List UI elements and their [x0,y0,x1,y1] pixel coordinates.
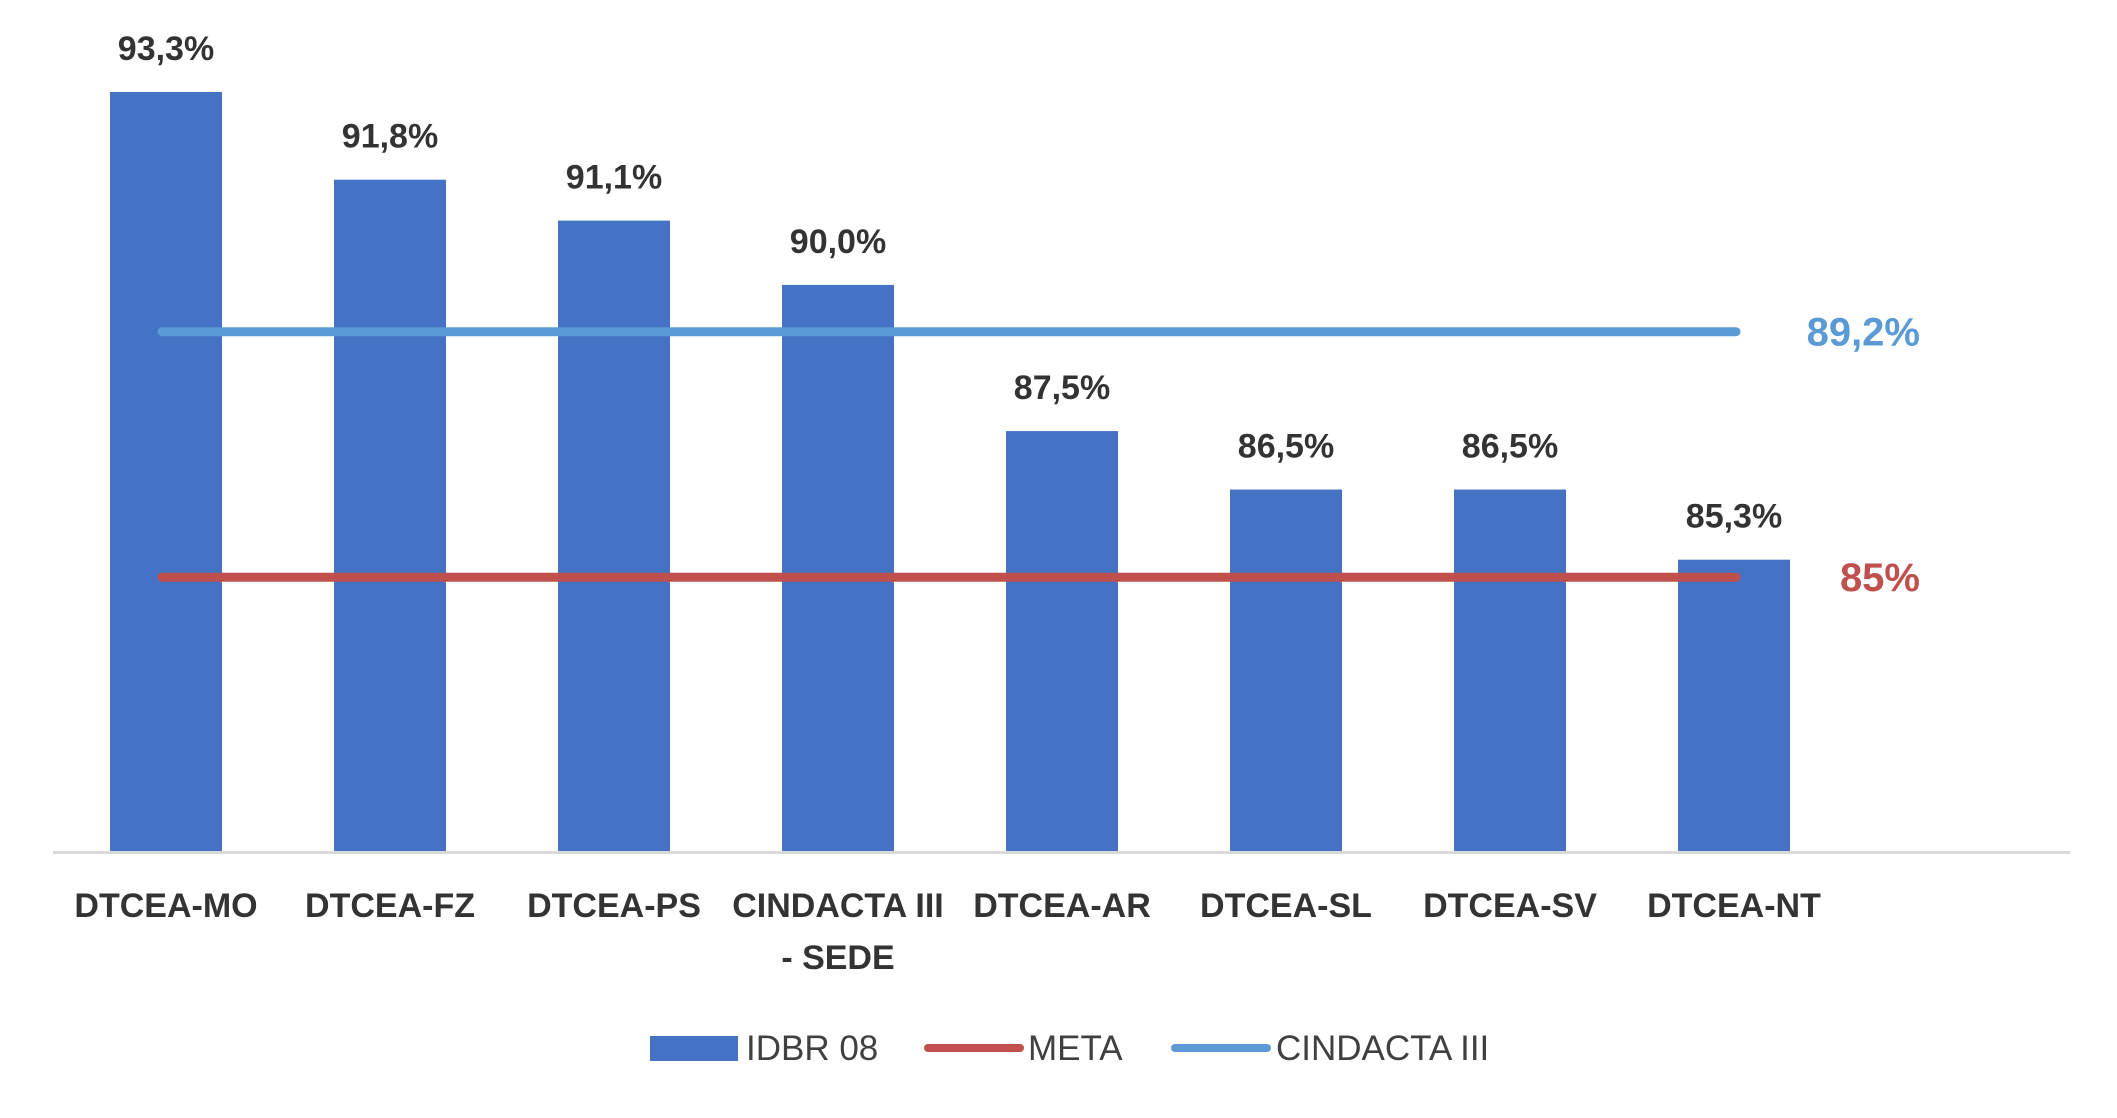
reference-line-label: 85% [1840,556,1920,600]
bar [1230,489,1342,852]
x-tick-label: - SEDE [781,939,894,977]
legend-label: CINDACTA III [1276,1029,1489,1068]
legend-swatch [650,1036,738,1061]
data-label: 93,3% [118,30,214,68]
bar [782,284,894,852]
bar [558,220,670,853]
data-label: 85,3% [1686,498,1782,536]
x-tick-label: DTCEA-SL [1200,887,1372,925]
bar [1678,559,1790,852]
x-tick-label: DTCEA-FZ [305,887,475,925]
data-label: 90,0% [790,223,886,261]
legend-label: IDBR 08 [746,1029,878,1068]
x-tick-label: DTCEA-NT [1647,887,1821,925]
x-tick-label: DTCEA-AR [973,887,1151,925]
bar [110,92,222,852]
data-label: 91,8% [342,118,438,156]
legend-label: META [1028,1029,1123,1068]
reference-line-label: 89,2% [1807,311,1920,355]
x-tick-label: CINDACTA III [732,887,944,925]
x-tick-label: DTCEA-PS [527,887,701,925]
bar [334,179,446,852]
data-label: 86,5% [1238,428,1334,466]
x-tick-label: DTCEA-MO [74,887,257,925]
data-label: 91,1% [566,159,662,197]
bar [1006,431,1118,852]
data-label: 87,5% [1014,369,1110,407]
bar [1454,489,1566,852]
x-tick-label: DTCEA-SV [1423,887,1597,925]
data-label: 86,5% [1462,428,1558,466]
